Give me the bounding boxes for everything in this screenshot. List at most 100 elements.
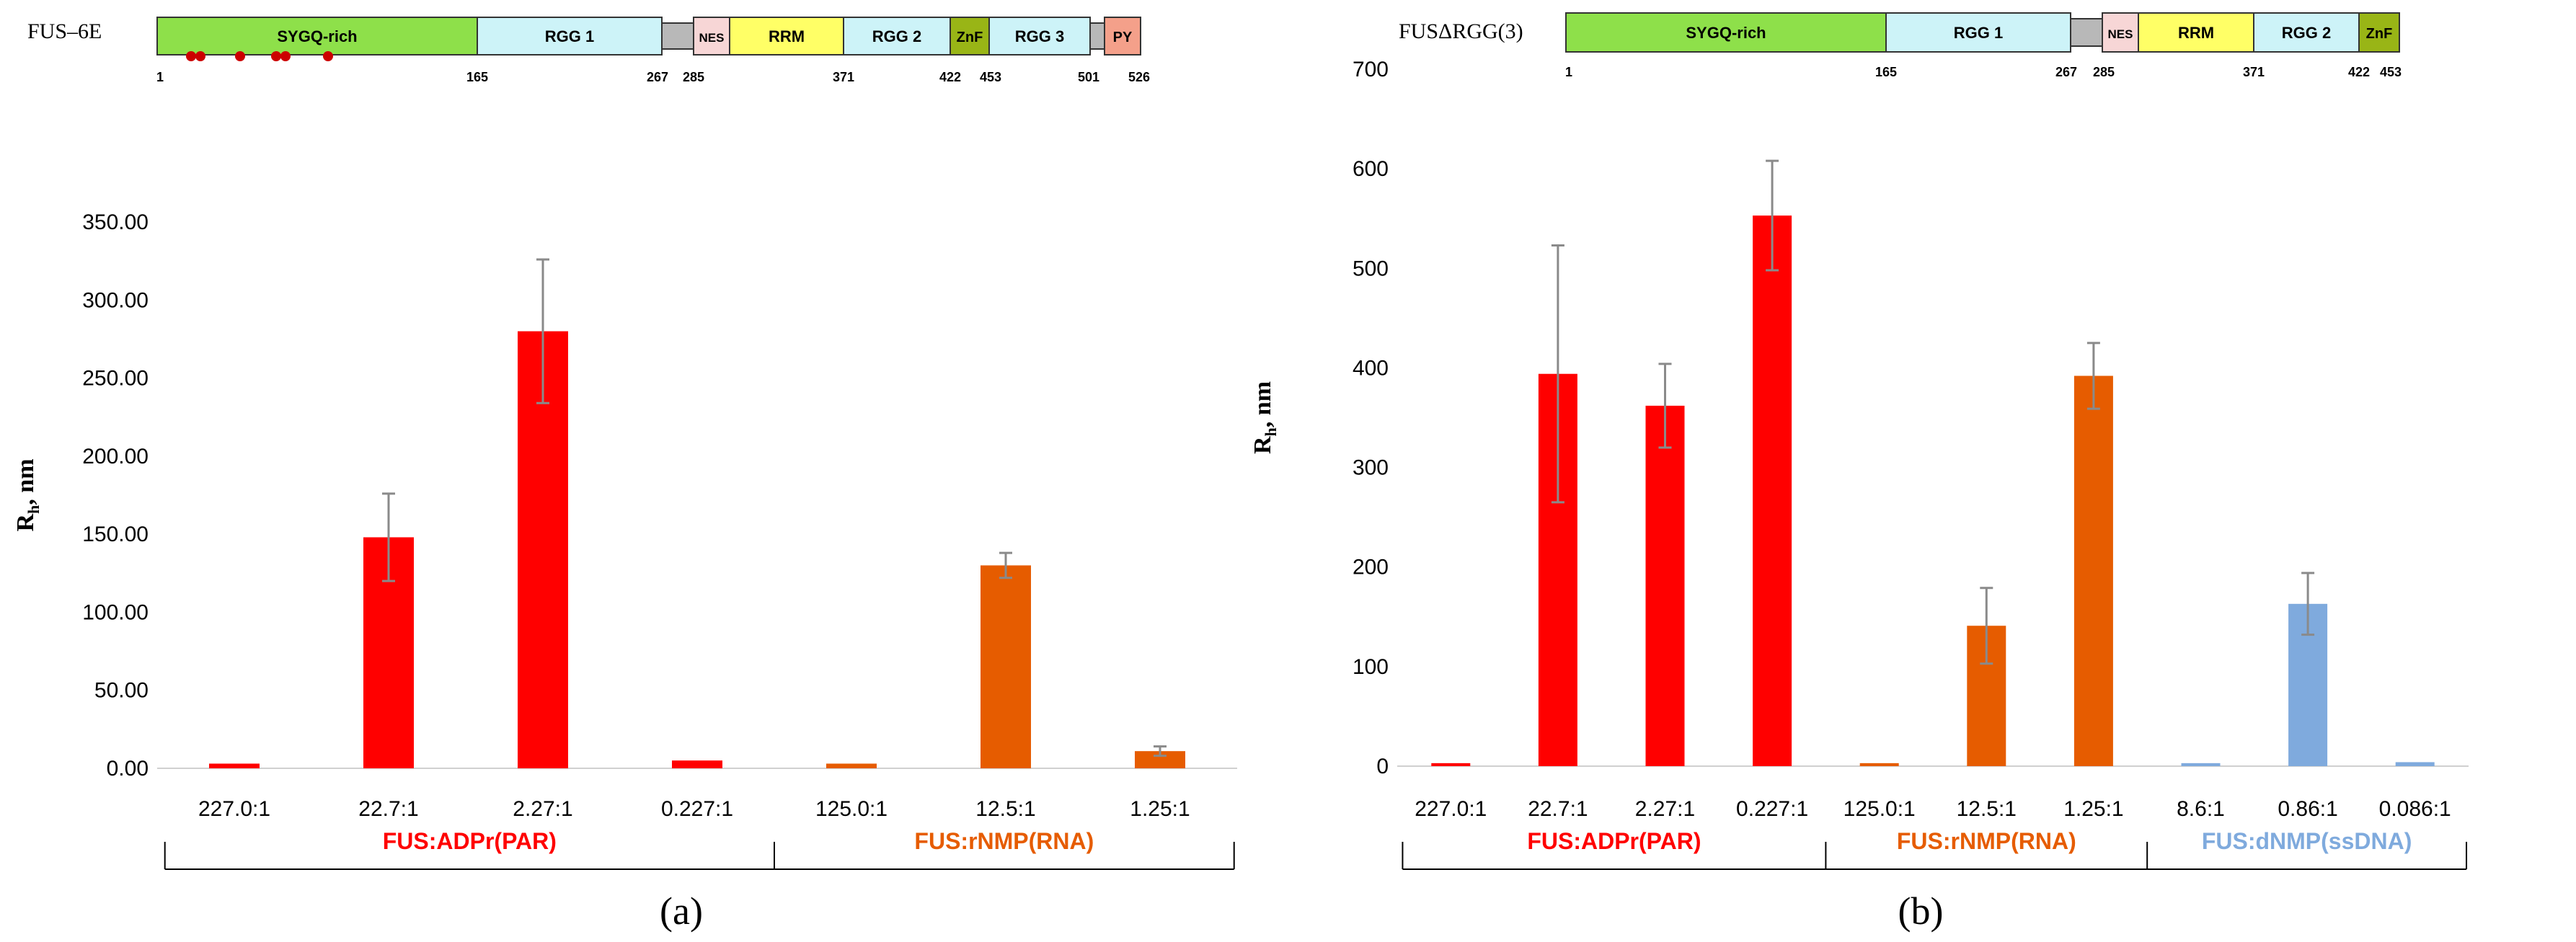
chart-b: 0 100 200 300 400 500 600 700 Rh, nm 227.0:1 22.7:…	[1249, 58, 2469, 870]
y-tick-label: 100	[1353, 655, 1389, 679]
x-category-label: 2.27:1	[1635, 797, 1695, 821]
domain-label: RGG 2	[872, 27, 921, 45]
bar	[1645, 405, 1685, 766]
domain-label: NES	[699, 31, 725, 45]
position-label: 501	[1078, 70, 1099, 84]
position-label: 371	[833, 70, 854, 84]
bar	[2073, 376, 2113, 766]
y-tick-label: 350.00	[82, 210, 149, 234]
x-category-label: 12.5:1	[975, 797, 1035, 821]
bar	[1135, 751, 1185, 768]
domain-label: SYGQ-rich	[1686, 24, 1766, 42]
y-tick-label: 600	[1353, 157, 1389, 181]
position-label: 422	[939, 70, 961, 84]
x-category-label: 125.0:1	[1844, 797, 1916, 821]
position-label: 285	[2093, 65, 2115, 79]
group-label: FUS:dNMP(ssDNA)	[2202, 828, 2412, 854]
group-label: FUS:ADPr(PAR)	[383, 828, 557, 854]
domain-label: ZnF	[957, 30, 983, 45]
y-tick-label: 150.00	[82, 523, 149, 546]
position-label: 1	[156, 70, 164, 84]
panel-a-domain-map: FUS–6E SYGQ-rich RGG 1 NES RRM RGG 2 ZnF…	[27, 17, 1150, 84]
y-tick-label: 300	[1353, 456, 1389, 480]
y-tick-label: 100.00	[82, 600, 149, 624]
group-label: FUS:rNMP(RNA)	[1897, 828, 2076, 854]
domain-rgg1	[1885, 12, 2071, 53]
mutation-site-marker	[323, 51, 333, 61]
x-category-label: 1.25:1	[2063, 797, 2123, 821]
domain-znf	[950, 17, 990, 55]
y-tick-label: 0	[1376, 755, 1389, 778]
position-label: 371	[2243, 65, 2265, 79]
bar	[1753, 215, 1792, 766]
domain-rgg1	[477, 17, 663, 55]
position-label: 267	[647, 70, 668, 84]
domain-label: SYGQ-rich	[277, 27, 357, 45]
domain-label: RRM	[769, 27, 805, 45]
domain-label: RGG 2	[2282, 24, 2331, 42]
x-category-label: 8.6:1	[2177, 797, 2225, 821]
position-label: 285	[683, 70, 704, 84]
panel-b-domain-map: FUSΔRGG(3) SYGQ-rich RGG 1 NES RRM RGG 2…	[1399, 12, 2402, 79]
position-label: 526	[1128, 70, 1150, 84]
y-axis-label: Rh, nm	[12, 458, 43, 531]
group-label: FUS:rNMP(RNA)	[914, 828, 1094, 854]
panel-b-protein-name: FUSΔRGG(3)	[1399, 19, 1523, 43]
mutation-site-marker	[195, 51, 205, 61]
domain-linker	[1089, 22, 1105, 50]
y-tick-label: 250.00	[82, 367, 149, 391]
chart-a: 0.00 50.00 100.00 150.00 200.00 250.00 300.00 3…	[12, 210, 1237, 870]
y-tick-label: 700	[1353, 58, 1389, 81]
panel-a-protein-name: FUS–6E	[27, 19, 102, 43]
mutation-site-marker	[186, 51, 196, 61]
x-category-label: 0.086:1	[2379, 797, 2451, 821]
group-label: FUS:ADPr(PAR)	[1527, 828, 1701, 854]
domain-znf	[2358, 12, 2400, 53]
x-category-label: 125.0:1	[815, 797, 888, 821]
position-label: 267	[2055, 65, 2077, 79]
panel-b-label: (b)	[1898, 889, 1944, 933]
x-category-label: 22.7:1	[1528, 797, 1588, 821]
position-label: 453	[980, 70, 1001, 84]
y-tick-label: 200.00	[82, 445, 149, 468]
domain-label: NES	[2108, 27, 2133, 41]
domain-label: RGG 1	[545, 27, 594, 45]
position-label: 453	[2380, 65, 2402, 79]
x-category-label: 22.7:1	[358, 797, 418, 821]
domain-linker	[2070, 18, 2103, 47]
y-tick-label: 200	[1353, 556, 1389, 579]
x-category-label: 2.27:1	[513, 797, 572, 821]
domain-rgg2	[2253, 12, 2360, 53]
bar	[2181, 763, 2221, 766]
y-axis-label: Rh, nm	[1249, 381, 1280, 454]
bar	[826, 763, 877, 768]
domain-sygq-rich	[156, 17, 478, 55]
domain-linker	[661, 22, 694, 50]
domain-nes	[693, 17, 730, 55]
domain-rgg2	[843, 17, 951, 55]
y-tick-label: 300.00	[82, 288, 149, 312]
x-category-label: 12.5:1	[1957, 797, 2017, 821]
x-category-label: 227.0:1	[198, 797, 270, 821]
bar	[209, 763, 260, 768]
domain-label: PY	[1113, 30, 1133, 45]
bar	[672, 760, 722, 768]
bar	[1859, 763, 1899, 766]
domain-label: ZnF	[2366, 26, 2393, 42]
position-label: 165	[1875, 65, 1897, 79]
x-category-label: 1.25:1	[1130, 797, 1190, 821]
domain-label: RGG 3	[1015, 27, 1064, 45]
domain-sygq-rich	[1565, 12, 1887, 53]
y-tick-label: 0.00	[107, 757, 149, 781]
y-tick-label: 50.00	[94, 679, 149, 703]
domain-rrm	[2138, 12, 2254, 53]
x-category-label: 0.227:1	[661, 797, 733, 821]
y-tick-label: 400	[1353, 356, 1389, 380]
bar	[981, 565, 1031, 768]
y-tick-label: 500	[1353, 257, 1389, 280]
mutation-site-marker	[271, 51, 281, 61]
domain-rgg3	[988, 17, 1091, 55]
x-category-label: 0.86:1	[2278, 797, 2337, 821]
x-category-label: 227.0:1	[1415, 797, 1487, 821]
